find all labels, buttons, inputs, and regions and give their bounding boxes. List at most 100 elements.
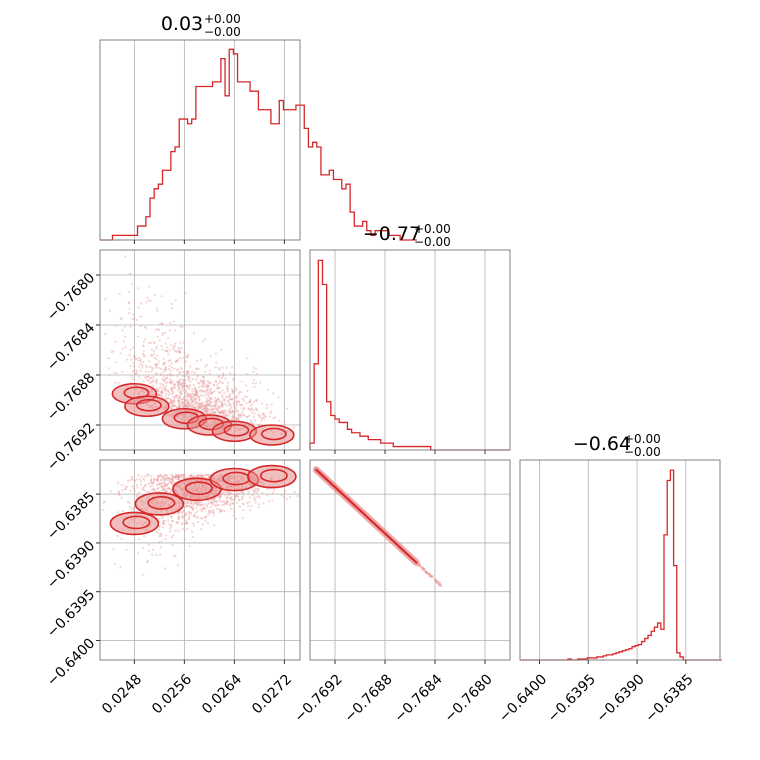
sample-point xyxy=(178,382,181,385)
sample-point xyxy=(277,396,280,399)
sample-point xyxy=(199,379,203,382)
sample-point xyxy=(255,491,258,494)
sample-point xyxy=(147,482,150,485)
sample-point xyxy=(151,487,154,491)
sample-point xyxy=(189,506,192,509)
sample-point xyxy=(255,408,258,411)
sample-point xyxy=(182,341,185,344)
sample-point xyxy=(178,402,181,405)
sample-point xyxy=(158,482,162,485)
sample-point xyxy=(206,503,209,506)
sample-point xyxy=(159,546,162,549)
sample-point xyxy=(189,393,192,397)
sample-point xyxy=(423,568,426,571)
sample-point xyxy=(191,392,194,396)
sample-point xyxy=(232,377,235,381)
sample-point xyxy=(198,500,201,504)
sample-point xyxy=(440,584,443,587)
sample-point xyxy=(250,407,253,411)
sample-point xyxy=(241,397,244,400)
sample-point xyxy=(184,502,187,505)
sample-point xyxy=(223,398,226,401)
sample-point xyxy=(196,390,199,393)
sample-point xyxy=(169,527,172,530)
sample-point xyxy=(222,372,225,375)
sample-point xyxy=(114,381,117,384)
sample-point xyxy=(266,487,269,490)
sample-point xyxy=(181,378,185,381)
sample-point xyxy=(434,579,437,582)
sample-point xyxy=(430,575,433,578)
sample-point xyxy=(253,498,257,502)
sample-point xyxy=(190,400,193,403)
sample-point xyxy=(188,377,191,380)
sample-point xyxy=(184,379,187,382)
sample-point xyxy=(187,404,190,407)
sample-point xyxy=(199,508,202,511)
sample-point xyxy=(215,507,218,511)
sample-point xyxy=(239,403,242,406)
sample-point xyxy=(186,353,189,357)
sample-point xyxy=(174,342,177,345)
sample-point xyxy=(426,571,429,575)
sample-point xyxy=(197,406,200,409)
sample-point xyxy=(191,390,194,393)
sample-point xyxy=(189,365,192,368)
sample-point xyxy=(156,378,159,381)
sample-point xyxy=(181,527,185,531)
sample-point xyxy=(164,534,168,537)
sample-point xyxy=(211,408,215,411)
sample-point xyxy=(205,474,208,477)
sample-point xyxy=(176,475,179,478)
sample-point xyxy=(190,512,193,515)
sample-point xyxy=(137,474,140,477)
sample-point xyxy=(150,376,153,379)
sample-point xyxy=(191,508,195,511)
sample-point xyxy=(219,493,222,496)
sample-point xyxy=(178,351,182,354)
sample-point xyxy=(167,519,170,522)
sample-point xyxy=(184,391,188,394)
sample-point xyxy=(182,401,185,404)
sample-point xyxy=(130,477,133,480)
sample-point xyxy=(241,497,244,501)
sample-point xyxy=(205,515,208,519)
sample-point xyxy=(149,377,152,380)
sample-point xyxy=(182,473,185,477)
sample-point xyxy=(104,333,107,336)
sample-point xyxy=(205,505,209,508)
sample-point xyxy=(200,500,203,504)
sample-point xyxy=(235,388,238,391)
sample-point xyxy=(418,564,422,567)
sample-point xyxy=(163,386,166,389)
sample-point xyxy=(258,416,261,419)
sample-point xyxy=(171,390,174,393)
sample-point xyxy=(194,402,197,406)
sample-point xyxy=(133,369,136,372)
sample-point xyxy=(217,495,220,498)
sample-point xyxy=(234,494,237,498)
sample-point xyxy=(118,493,121,497)
sample-point xyxy=(231,390,234,393)
sample-point xyxy=(153,293,156,297)
sample-point xyxy=(209,501,213,504)
sample-point xyxy=(191,535,194,538)
sample-point xyxy=(165,376,168,380)
sample-point xyxy=(237,392,241,395)
sample-point xyxy=(145,366,149,369)
x-tick-label: 0.0272 xyxy=(249,671,295,717)
sample-point xyxy=(202,404,206,407)
sample-point xyxy=(125,548,128,552)
sample-point xyxy=(203,407,206,410)
sample-point xyxy=(231,388,234,391)
sample-point xyxy=(157,475,160,478)
sample-point xyxy=(206,384,209,387)
sample-point xyxy=(157,490,161,493)
sample-point xyxy=(242,408,245,411)
sample-point xyxy=(166,389,169,392)
sample-point xyxy=(202,507,205,510)
contour-level xyxy=(315,468,418,564)
sample-point xyxy=(178,404,181,407)
sample-point xyxy=(211,407,214,410)
sample-point xyxy=(189,405,192,408)
